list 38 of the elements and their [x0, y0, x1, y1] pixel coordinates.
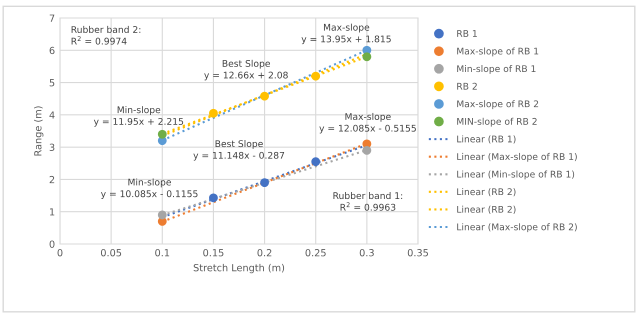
y-axis-title: Range (m) [34, 106, 44, 156]
annotation: Best Slope y = 11.148x - 0.287 [193, 140, 284, 161]
x-tick-label: 0.05 [100, 249, 122, 256]
legend-label: Linear (Max-slope of RB 1) [457, 152, 577, 162]
annotation: Min-slope y = 10.085x - 0.1155 [100, 178, 198, 199]
y-tick-label: 1 [50, 208, 54, 216]
y-tick-label: 2 [50, 176, 54, 184]
x-tick-label: 0.35 [408, 249, 428, 256]
annotation: Min-slope y = 11.95x + 2.215 [94, 106, 184, 127]
y-tick-label: 5 [50, 79, 54, 86]
legend-label: Linear (RB 2) [457, 188, 516, 196]
x-tick-label: 0.25 [306, 249, 326, 256]
legend-label: RB 2 [457, 82, 477, 90]
x-tick-label: 0.3 [360, 249, 374, 256]
annotation: Rubber band 2: R$^{2}$ = 0.9974 [72, 26, 140, 45]
x-tick-label: 0.2 [257, 249, 272, 256]
y-tick-label: 4 [49, 111, 55, 119]
legend-label: Max-slope of RB 2 [457, 100, 538, 110]
y-tick-label: 6 [50, 46, 55, 54]
y-tick-label: 3 [50, 144, 54, 151]
annotation: Best Slope y = 12.66x + 2.08 [204, 60, 288, 80]
legend-label: Min-slope of RB 1 [457, 65, 536, 74]
x-tick-label: 0.1 [155, 249, 170, 256]
annotation: Max-slope y = 13.95x + 1.815 [302, 24, 391, 44]
y-tick-label: 7 [50, 14, 54, 22]
y-tick-label: 0 [50, 240, 54, 248]
legend-label: Linear (RB 1) [457, 135, 516, 144]
x-axis-title: Stretch Length (m) [194, 264, 284, 274]
x-tick-label: 0 [58, 249, 62, 256]
annotation: Rubber band 1: R$^{2}$ = 0.9963 [333, 192, 402, 211]
x-tick-label: 0.15 [203, 249, 224, 256]
legend-label: Linear (Max-slope of RB 2) [457, 223, 577, 232]
legend-label: Linear (RB 2) [457, 206, 516, 214]
legend-label: Linear (Min-slope of RB 1) [457, 170, 574, 180]
annotation: Max-slope y = 12.085x - 0.5155 [319, 112, 416, 134]
legend-label: Max-slope of RB 1 [457, 47, 538, 56]
legend-label: MIN-slope of RB 2 [457, 118, 537, 127]
legend-label: RB 1 [457, 30, 477, 37]
